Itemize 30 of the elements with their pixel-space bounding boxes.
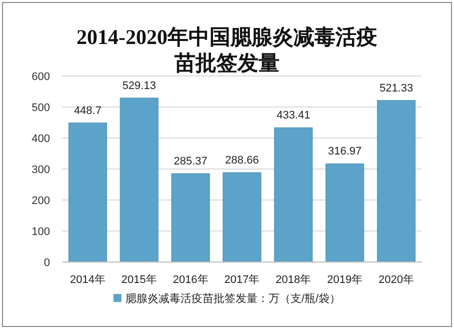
x-tick-label: 2014年 — [70, 274, 106, 286]
bar — [377, 100, 416, 262]
bar — [326, 163, 364, 262]
data-label: 521.33 — [379, 82, 414, 94]
x-tick-label: 2019年 — [327, 274, 363, 286]
y-tick-label: 500 — [32, 102, 50, 114]
data-label: 288.66 — [225, 154, 259, 167]
y-tick-label: 400 — [32, 133, 50, 145]
data-label: 316.97 — [328, 146, 362, 158]
bar — [274, 127, 313, 262]
y-tick-label: 100 — [32, 226, 50, 238]
title: 2014-2020年中国腮腺炎减毒活疫苗批签发量 — [76, 25, 378, 75]
y-tick-label: 200 — [32, 195, 50, 207]
bar — [120, 98, 158, 262]
y-tick-label: 600 — [32, 71, 50, 83]
x-tick-label: 2015年 — [121, 274, 157, 286]
x-tick-label: 2020年 — [378, 274, 414, 286]
legend: 腮腺炎减毒活疫苗批签发量：万（支/瓶/袋） — [113, 293, 341, 305]
bar — [222, 172, 262, 262]
x-tick-label: 2018年 — [276, 274, 312, 286]
y-tick-label: 0 — [44, 257, 50, 269]
bar — [68, 122, 107, 262]
x-tick-label: 2017年 — [224, 274, 260, 286]
x-tick-label: 2016年 — [172, 274, 208, 286]
bar — [171, 173, 210, 262]
data-label: 433.41 — [276, 110, 310, 122]
data-label: 529.13 — [122, 80, 156, 92]
data-label: 448.7 — [74, 104, 102, 117]
y-tick-label: 300 — [32, 164, 50, 176]
data-label: 285.37 — [174, 156, 208, 168]
